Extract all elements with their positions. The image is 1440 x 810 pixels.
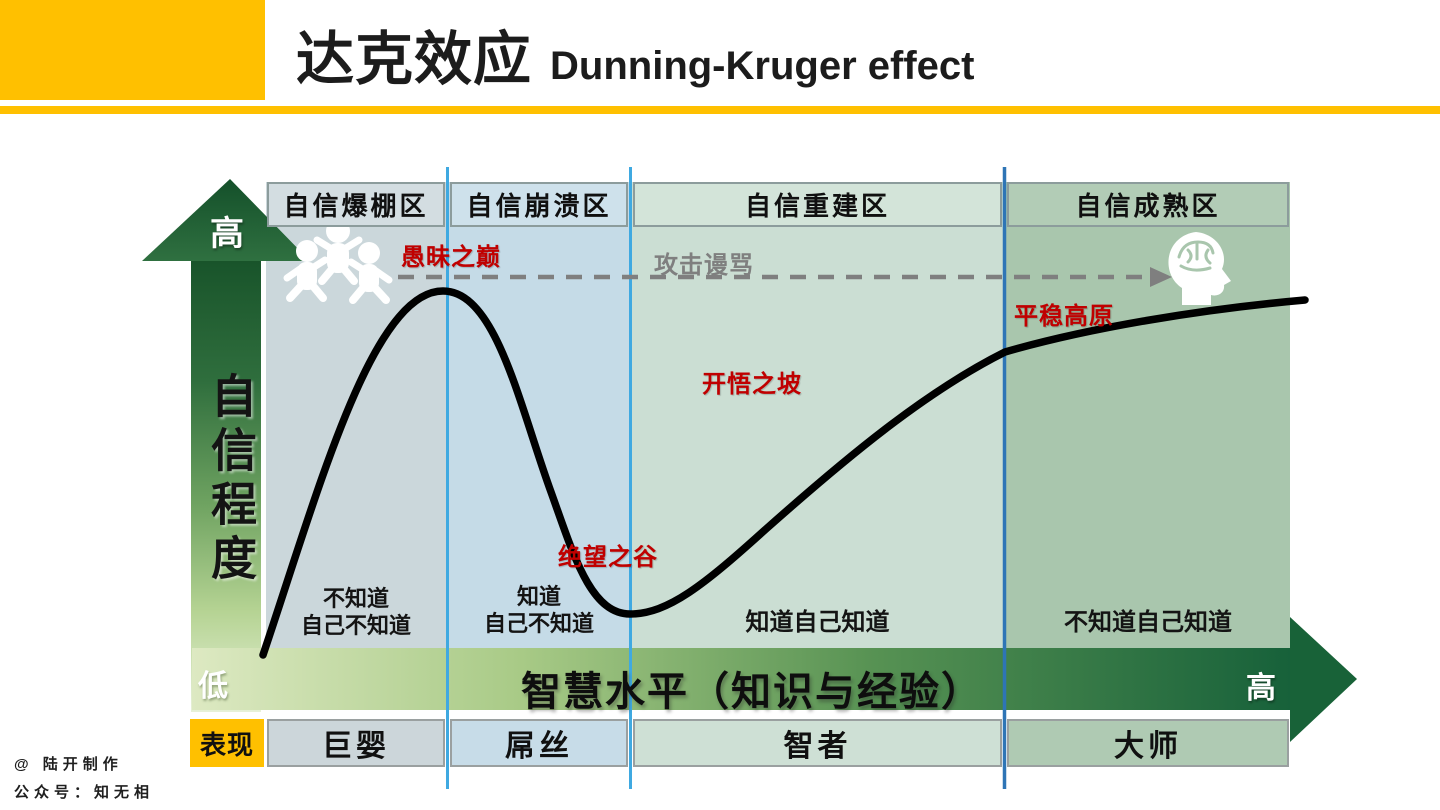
knowledge-zone2-line1: 知道: [516, 584, 561, 609]
title-underline: [0, 106, 1440, 114]
head-with-brain-icon: [1168, 232, 1231, 305]
annotation-peak-of-ignorance: 愚昧之巅: [401, 244, 501, 271]
annotation-valley-of-despair: 绝望之谷: [558, 544, 658, 571]
annotation-slope-of-enlightenment: 开悟之坡: [702, 371, 802, 398]
knowledge-label-zone1: 不知道 自己不知道: [266, 586, 446, 640]
knowledge-label-zone3: 知道自己知道: [632, 608, 1003, 637]
zone-column-mature: [1006, 182, 1290, 648]
knowledge-zone3-line1: 知道自己知道: [745, 609, 890, 636]
title-english: Dunning-Kruger effect: [550, 44, 975, 88]
performance-zone2: 屌丝: [450, 719, 628, 767]
zone-column-rebuild: [632, 182, 1003, 648]
y-axis-title: 自信程度: [205, 372, 257, 588]
performance-row-label: 表现: [190, 719, 264, 767]
knowledge-zone1-line1: 不知道: [322, 586, 389, 611]
zone-header-overconfidence: 自信爆棚区: [267, 182, 445, 227]
zone-header-collapse: 自信崩溃区: [450, 182, 628, 227]
zone-divider-lines: [446, 167, 1007, 789]
annotation-taunt-label: 攻击谩骂: [654, 252, 754, 279]
crawling-babies-icon: [283, 219, 393, 304]
annotation-plateau: 平稳高原: [1014, 303, 1114, 330]
performance-zone1: 巨婴: [267, 719, 445, 767]
confidence-curve: [259, 287, 1309, 659]
x-axis-title: 智慧水平（知识与经验）: [521, 670, 983, 714]
performance-zone4: 大师: [1007, 719, 1289, 767]
title-chinese: 达克效应: [296, 27, 533, 92]
zone-header-mature: 自信成熟区: [1007, 182, 1289, 227]
y-axis-high-label: 高: [210, 215, 244, 253]
x-axis-high-label: 高: [1246, 672, 1276, 705]
zone-column-collapse: [449, 182, 629, 648]
knowledge-zone1-line2: 自己不知道: [300, 612, 411, 638]
knowledge-zone4-line1: 不知道自己知道: [1064, 609, 1232, 636]
author-credit: @ 陆开制作: [14, 756, 123, 773]
corner-accent-block: [0, 0, 265, 100]
knowledge-label-zone2: 知道 自己不知道: [449, 584, 629, 638]
page-title: 达克效应 Dunning-Kruger effect: [296, 12, 974, 96]
knowledge-zone2-line2: 自己不知道: [483, 610, 594, 636]
y-axis-arrow: [142, 179, 310, 712]
zone-header-rebuild: 自信重建区: [633, 182, 1002, 227]
performance-zone3: 智者: [633, 719, 1002, 767]
x-axis-arrow: [192, 617, 1357, 742]
wechat-account-credit: 公众号：知无相: [14, 784, 155, 801]
knowledge-label-zone4: 不知道自己知道: [1006, 608, 1290, 637]
taunt-dashed-arrow: [398, 267, 1172, 287]
shared-low-label: 低: [198, 670, 228, 703]
